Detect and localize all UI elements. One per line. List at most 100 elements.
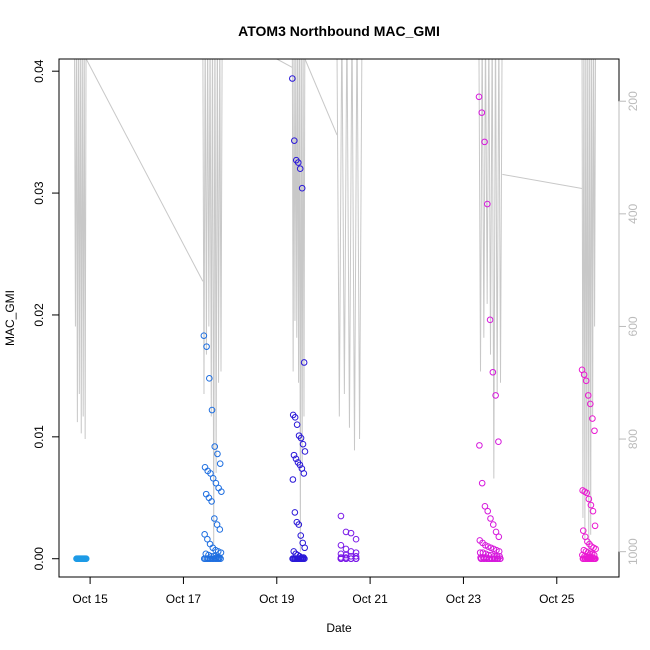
data-point bbox=[201, 531, 208, 538]
data-point bbox=[216, 460, 224, 467]
data-point bbox=[495, 438, 502, 446]
data-point bbox=[75, 555, 83, 563]
data-point bbox=[337, 542, 345, 549]
x-axis-label: Date bbox=[326, 621, 352, 635]
y-tick-label: 0.00 bbox=[32, 547, 46, 571]
data-point bbox=[475, 93, 483, 101]
data-point bbox=[352, 555, 360, 563]
data-point bbox=[484, 507, 492, 515]
data-point bbox=[81, 555, 89, 563]
data-point bbox=[206, 375, 213, 382]
data-point bbox=[299, 555, 307, 563]
data-point bbox=[299, 440, 307, 448]
data-point bbox=[207, 470, 214, 477]
data-point bbox=[478, 479, 486, 487]
data-point bbox=[492, 392, 499, 399]
data-point bbox=[209, 474, 217, 482]
data-point bbox=[587, 400, 594, 408]
data-point bbox=[298, 184, 306, 192]
data-point bbox=[584, 392, 592, 399]
data-points-layer bbox=[73, 75, 599, 563]
chart-title: ATOM3 Northbound MAC_GMI bbox=[238, 23, 440, 39]
x-tick-label: Oct 17 bbox=[166, 592, 202, 606]
data-point bbox=[586, 555, 594, 563]
data-point bbox=[215, 555, 223, 563]
data-point bbox=[337, 512, 345, 520]
data-point bbox=[486, 316, 494, 324]
data-point bbox=[301, 448, 309, 455]
depth-connector-line bbox=[502, 173, 583, 189]
data-point bbox=[293, 421, 301, 428]
right-tick-label: 400 bbox=[626, 204, 640, 224]
data-point bbox=[582, 555, 589, 563]
right-depth-axis: 200 400 600 800 1000 bbox=[618, 91, 640, 565]
data-point bbox=[481, 138, 488, 146]
data-point bbox=[208, 406, 216, 414]
data-point bbox=[583, 489, 591, 497]
data-point bbox=[580, 371, 588, 378]
right-tick-label: 200 bbox=[626, 91, 640, 111]
x-axis: Oct 15 Oct 17 Oct 19 Oct 21 Oct 23 Oct 25 bbox=[72, 576, 575, 606]
x-tick-label: Oct 25 bbox=[539, 592, 575, 606]
data-point bbox=[216, 526, 224, 533]
data-point bbox=[591, 522, 599, 530]
data-point bbox=[289, 75, 296, 82]
data-point bbox=[589, 507, 597, 515]
data-point bbox=[347, 529, 355, 537]
x-tick-label: Oct 21 bbox=[352, 592, 388, 606]
right-tick-label: 800 bbox=[626, 429, 640, 449]
depth-cast-line bbox=[478, 58, 503, 479]
right-tick-label: 600 bbox=[626, 316, 640, 336]
data-point bbox=[301, 544, 308, 552]
data-point bbox=[289, 476, 297, 483]
y-tick-label: 0.01 bbox=[32, 425, 46, 449]
data-point bbox=[489, 521, 497, 528]
data-point bbox=[290, 137, 298, 144]
data-point bbox=[79, 555, 87, 563]
data-point bbox=[212, 479, 220, 487]
data-point bbox=[218, 488, 225, 495]
data-point bbox=[296, 165, 304, 172]
data-point bbox=[296, 555, 303, 563]
data-point bbox=[213, 521, 221, 528]
data-point bbox=[478, 109, 486, 116]
data-point bbox=[291, 414, 299, 421]
data-point bbox=[352, 552, 360, 560]
y-tick-label: 0.04 bbox=[32, 59, 46, 83]
depth-cast-line bbox=[291, 58, 306, 552]
data-point bbox=[588, 555, 596, 563]
data-point bbox=[200, 332, 208, 339]
right-tick-label: 1000 bbox=[626, 538, 640, 565]
data-point bbox=[492, 528, 500, 536]
x-tick-label: Oct 15 bbox=[72, 592, 108, 606]
depth-cast-line bbox=[581, 58, 596, 552]
depth-connector-line bbox=[85, 58, 204, 282]
data-point bbox=[298, 555, 305, 563]
data-point bbox=[590, 555, 598, 563]
data-point bbox=[584, 555, 591, 563]
data-point bbox=[211, 443, 219, 450]
depth-connector-line bbox=[276, 58, 293, 68]
data-point bbox=[337, 555, 345, 563]
data-point bbox=[300, 470, 308, 477]
data-point bbox=[491, 555, 499, 563]
data-point bbox=[211, 515, 218, 522]
data-point bbox=[214, 450, 221, 458]
data-point bbox=[203, 343, 210, 350]
data-point bbox=[580, 555, 587, 563]
data-point bbox=[579, 527, 587, 534]
x-tick-label: Oct 23 bbox=[446, 592, 482, 606]
data-point bbox=[291, 509, 299, 516]
data-point bbox=[495, 533, 503, 541]
data-point bbox=[204, 535, 211, 543]
data-point bbox=[592, 545, 599, 553]
data-point bbox=[494, 555, 502, 563]
y-axis-label: MAC_GMI bbox=[3, 290, 17, 346]
data-point bbox=[476, 442, 483, 449]
data-point bbox=[582, 377, 590, 385]
data-point bbox=[489, 368, 497, 376]
data-point bbox=[587, 501, 595, 509]
data-point bbox=[589, 415, 596, 422]
data-point bbox=[342, 555, 350, 563]
